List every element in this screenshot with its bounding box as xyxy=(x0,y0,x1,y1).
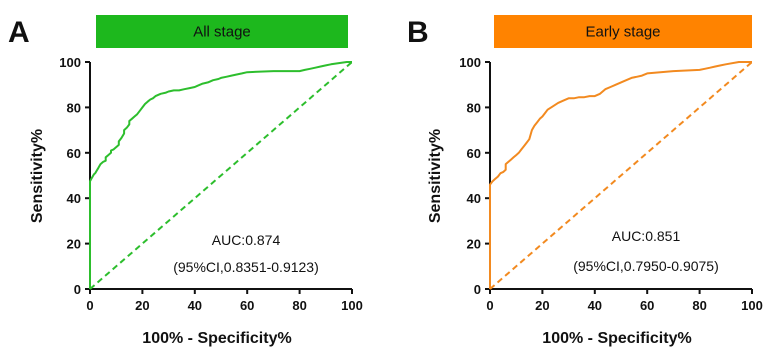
x-tick-label: 40 xyxy=(188,298,202,313)
x-axis-title: 100% - Specificity% xyxy=(142,330,291,347)
y-axis-title: Sensitivity% xyxy=(29,129,46,223)
reference-diagonal-line xyxy=(89,61,353,290)
x-axis-title: 100% - Specificity% xyxy=(542,330,691,347)
y-tick-label: 60 xyxy=(67,146,81,161)
roc-curve-line xyxy=(89,61,352,289)
x-tick-label: 20 xyxy=(135,298,149,313)
reference-diagonal-line xyxy=(489,61,753,290)
x-tick-label: 0 xyxy=(486,298,493,313)
x-tick-label: 40 xyxy=(588,298,602,313)
y-tick-label: 20 xyxy=(67,237,81,252)
auc-annotation: AUC:0.851 xyxy=(612,228,681,244)
x-tick-label: 0 xyxy=(86,298,93,313)
x-tick-label: 80 xyxy=(292,298,306,313)
panel-letter: B xyxy=(407,16,429,49)
y-tick-label: 20 xyxy=(467,237,481,252)
title-banner xyxy=(494,15,752,48)
y-tick-label: 100 xyxy=(59,55,81,70)
y-axis-title: Sensitivity% xyxy=(427,129,444,223)
y-tick-label: 80 xyxy=(467,100,481,115)
x-tick-label: 100 xyxy=(341,298,363,313)
title-banner xyxy=(96,15,348,48)
y-tick-label: 40 xyxy=(67,191,81,206)
y-tick-label: 40 xyxy=(467,191,481,206)
x-tick-label: 60 xyxy=(240,298,254,313)
ci-annotation: (95%CI,0.8351-0.9123) xyxy=(173,259,319,275)
x-tick-label: 20 xyxy=(535,298,549,313)
ci-annotation: (95%CI,0.7950-0.9075) xyxy=(573,258,719,274)
y-tick-label: 0 xyxy=(474,282,481,297)
chart-title: All stage xyxy=(193,24,251,41)
auc-annotation: AUC:0.874 xyxy=(212,232,281,248)
roc-curve-line xyxy=(489,61,752,289)
chart-title: Early stage xyxy=(585,24,660,41)
panel-letter: A xyxy=(8,16,30,49)
y-tick-label: 0 xyxy=(74,282,81,297)
x-tick-label: 60 xyxy=(640,298,654,313)
x-tick-label: 80 xyxy=(692,298,706,313)
chart-panel-b: B Early stage 0 20 40 60 80 100 0 20 40 60 80 100 100%… xyxy=(407,15,763,347)
y-tick-label: 100 xyxy=(459,55,481,70)
y-tick-label: 80 xyxy=(67,100,81,115)
x-tick-label: 100 xyxy=(741,298,763,313)
chart-panel-a: A All stage 0 20 40 60 80 100 0 20 40 60 80 100 100% -… xyxy=(8,15,363,347)
y-tick-label: 60 xyxy=(467,146,481,161)
